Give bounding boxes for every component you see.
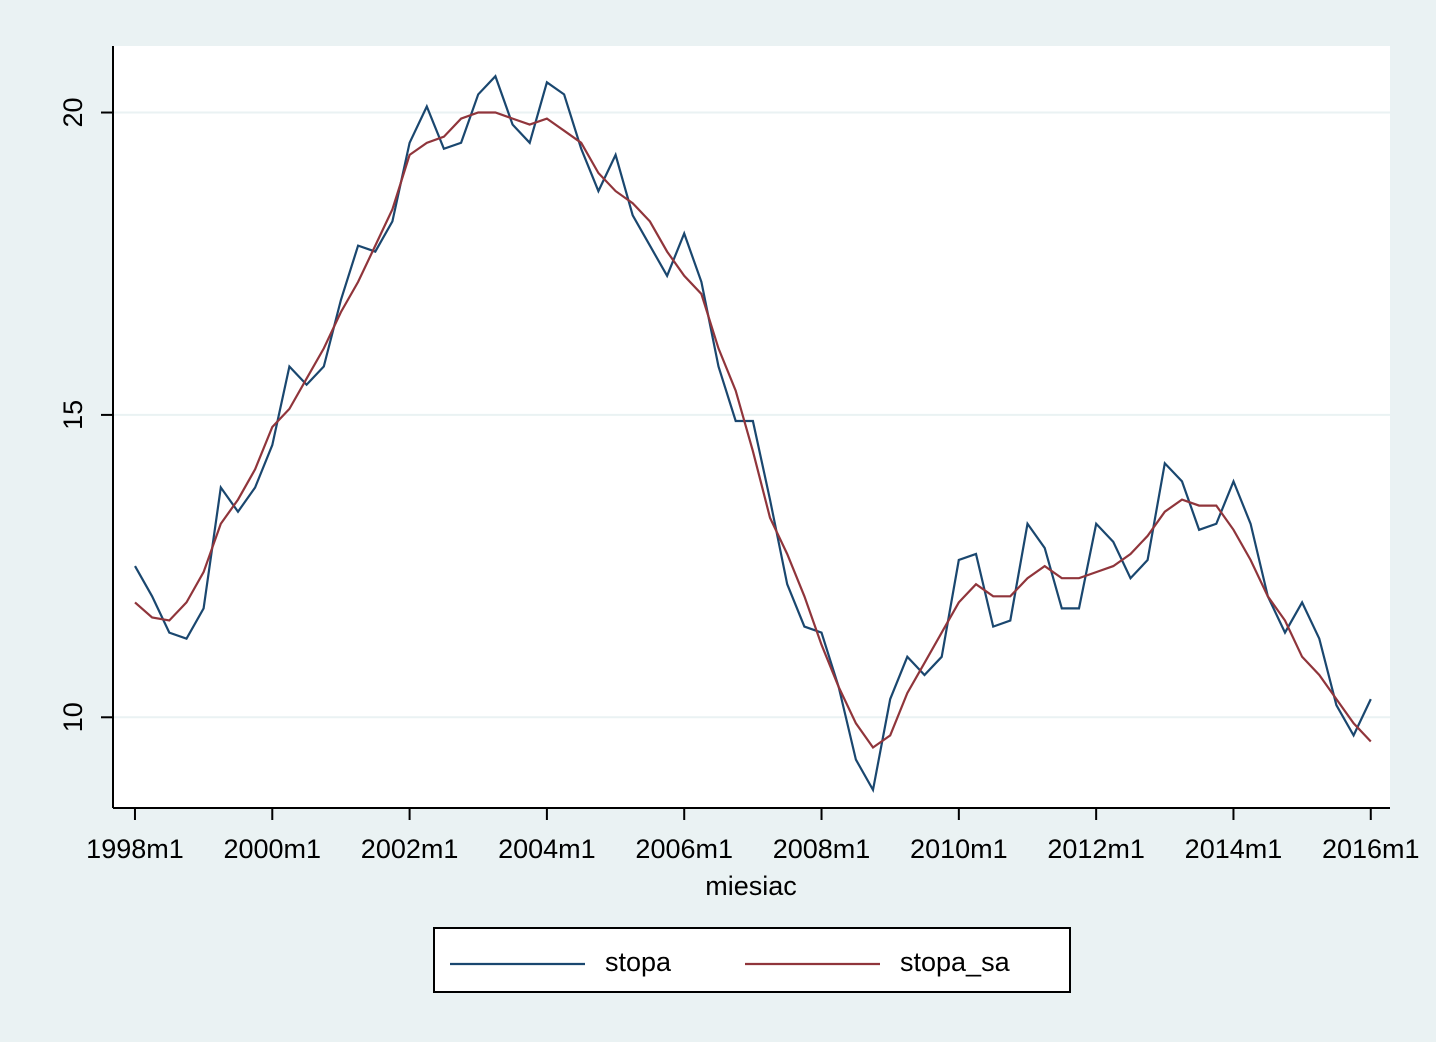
series-line xyxy=(134,111,1372,750)
x-tick-label: 2014m1 xyxy=(1185,834,1283,864)
x-tick-label: 2012m1 xyxy=(1047,834,1145,864)
plot-area xyxy=(113,46,1390,808)
legend-label: stopa xyxy=(605,947,672,977)
series-line xyxy=(134,74,1372,794)
legend-label: stopa_sa xyxy=(900,947,1011,977)
x-tick-label: 2000m1 xyxy=(223,834,321,864)
x-axis-title: miesiac xyxy=(705,871,797,901)
x-tick-label: 2016m1 xyxy=(1322,834,1420,864)
x-tick-label: 2008m1 xyxy=(773,834,871,864)
y-tick-label: 15 xyxy=(58,400,88,430)
y-tick-label: 20 xyxy=(58,98,88,128)
x-tick-label: 2002m1 xyxy=(361,834,459,864)
y-tick-label: 10 xyxy=(58,702,88,732)
x-tick-label: 2004m1 xyxy=(498,834,596,864)
x-tick-label: 2006m1 xyxy=(635,834,733,864)
legend xyxy=(433,927,1071,993)
x-tick-label: 1998m1 xyxy=(86,834,184,864)
x-tick-label: 2010m1 xyxy=(910,834,1008,864)
